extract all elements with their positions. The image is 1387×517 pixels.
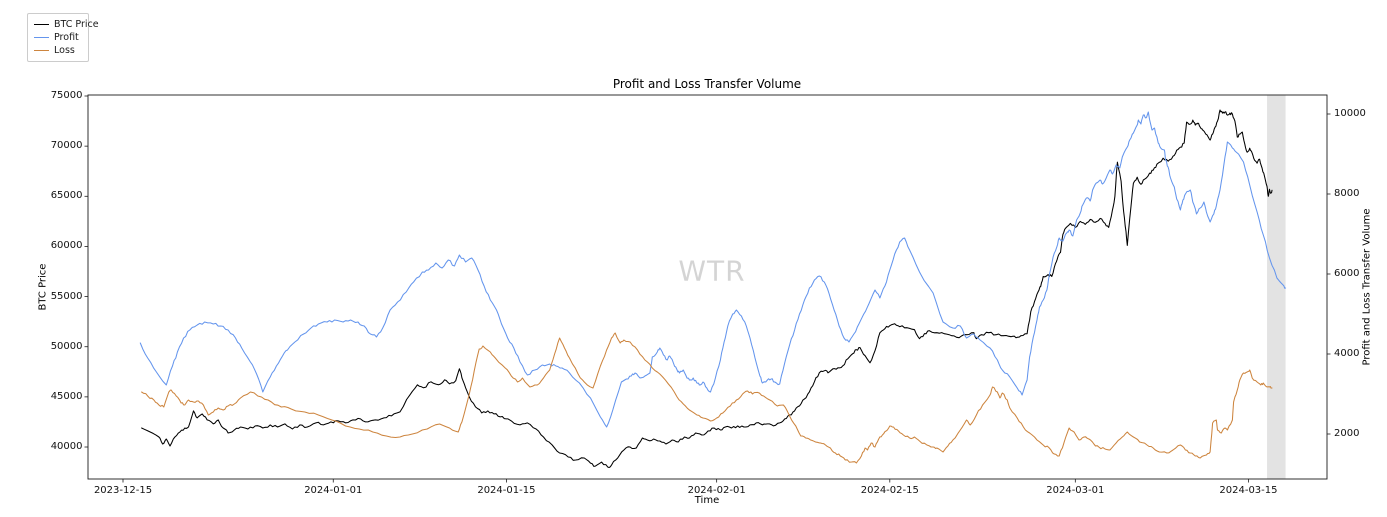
x-axis-label: Time (694, 495, 720, 506)
y-axis-label-right: Profit and Loss Transfer Volume (1361, 208, 1373, 366)
series-line-profit (139, 111, 1287, 428)
legend-label: BTC Price (54, 19, 99, 30)
highlight-band (1267, 95, 1286, 479)
legend-line-swatch-profit (34, 37, 49, 38)
y-left-tick-label: 45000 (50, 390, 83, 402)
watermark: WTR (678, 254, 746, 288)
y-left-tick-label: 50000 (50, 340, 83, 352)
y-left-tick-label: 65000 (50, 190, 83, 202)
series-line-btc-price (141, 109, 1273, 469)
y-right-tick-label: 6000 (1334, 268, 1360, 279)
y-left-tick-label: 55000 (50, 290, 83, 302)
x-tick-label: 2024-03-15 (1219, 485, 1278, 496)
series-line-loss (141, 332, 1273, 464)
legend-label: Profit (54, 32, 79, 43)
x-tick-label: 2024-02-15 (860, 485, 919, 496)
chart-title: Profit and Loss Transfer Volume (612, 77, 802, 91)
legend-label: Loss (54, 45, 75, 56)
tick-marks (84, 95, 1331, 483)
legend-item-loss: Loss (34, 44, 84, 57)
x-tick-label: 2024-01-15 (477, 485, 536, 496)
y-left-tick-label: 70000 (50, 140, 83, 152)
y-right-tick-label: 10000 (1334, 108, 1366, 119)
plot-border (87, 94, 1328, 480)
legend-item-btc-price: BTC Price (34, 18, 99, 31)
y-right-tick-label: 8000 (1334, 188, 1360, 199)
legend-line-swatch-loss (34, 50, 49, 51)
y-right-tick-label: 2000 (1334, 428, 1360, 439)
y-axis-label-left: BTC Price (37, 263, 49, 311)
y-left-tick-label: 40000 (50, 441, 83, 452)
x-tick-label: 2024-01-01 (304, 485, 363, 496)
x-tick-label: 2024-03-01 (1046, 485, 1105, 496)
y-right-tick-label: 4000 (1334, 348, 1360, 359)
legend: BTC Price Profit Loss (27, 13, 99, 62)
x-tick-label: 2024-02-01 (687, 485, 746, 496)
y-left-tick-label: 75000 (50, 90, 83, 101)
x-tick-label: 2023-12-15 (93, 485, 153, 496)
legend-line-swatch-btc-price (34, 24, 49, 25)
y-left-tick-label: 60000 (50, 240, 83, 252)
legend-item-profit: Profit (34, 31, 84, 44)
